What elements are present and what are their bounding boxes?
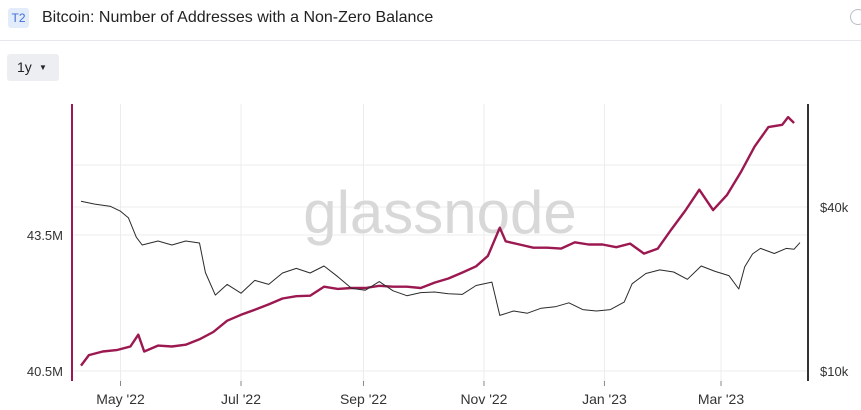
watermark: glassnode [303,179,577,246]
range-dropdown[interactable]: 1y ▼ [7,54,59,81]
range-label: 1y [17,59,32,75]
chart-title: Bitcoin: Number of Addresses with a Non-… [42,9,434,26]
tier-badge: T2 [8,8,29,28]
x-tick-label: Mar '23 [698,391,744,407]
x-tick-label: May '22 [96,391,145,407]
y-right-tick-label: $10k [820,364,849,379]
x-tick-label: Jan '23 [582,391,627,407]
series-lines [80,115,801,367]
y-left-tick-label: 43.5M [27,228,63,243]
axes: May '22 Jul '22 Sep '22 Nov '22 Jan '23 Mar '… [27,104,849,407]
x-tick-label: Jul '22 [221,391,261,407]
chart-header: T2 Bitcoin: Number of Addresses with a N… [0,0,861,41]
half-circle-icon[interactable] [850,9,861,25]
x-tick-label: Nov '22 [460,391,507,407]
caret-down-icon: ▼ [39,63,47,72]
x-tick-label: Sep '22 [340,391,387,407]
series-line-addresses [80,115,795,367]
series-line-price [80,200,801,316]
grid [72,104,808,381]
y-left-tick-label: 40.5M [27,364,63,379]
y-right-tick-label: $40k [820,200,849,215]
